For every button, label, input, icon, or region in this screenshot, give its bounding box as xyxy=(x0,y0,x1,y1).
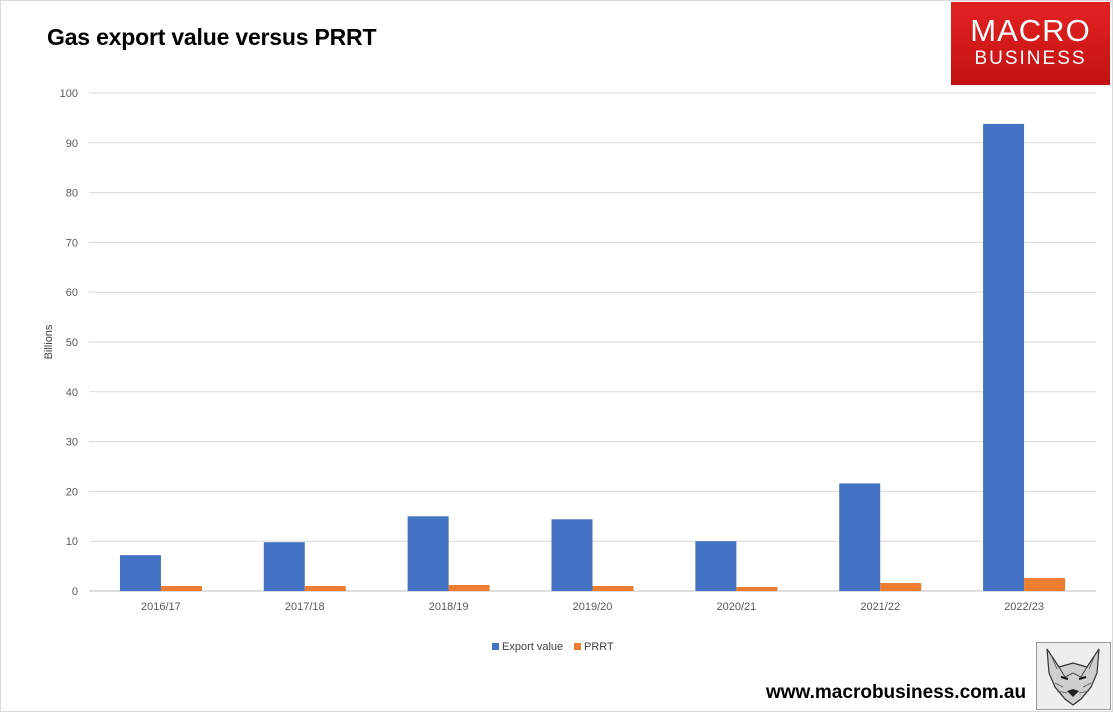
x-tick-label: 2017/18 xyxy=(285,601,325,613)
x-tick-label: 2022/23 xyxy=(1004,601,1044,613)
y-tick-label: 80 xyxy=(66,188,78,200)
bar-prrt xyxy=(448,585,490,591)
y-tick-label: 10 xyxy=(66,536,78,548)
bar-export-value xyxy=(551,519,593,591)
y-tick-label: 50 xyxy=(66,337,78,349)
bar-export-value xyxy=(695,541,737,591)
bar-prrt xyxy=(160,586,202,591)
y-tick-label: 20 xyxy=(66,486,78,498)
y-tick-label: 30 xyxy=(66,437,78,449)
x-tick-label: 2019/20 xyxy=(573,601,613,613)
logo-line-2: BUSINESS xyxy=(974,48,1087,69)
bar-export-value xyxy=(119,555,161,591)
y-tick-label: 70 xyxy=(66,237,78,249)
x-tick-label: 2016/17 xyxy=(141,601,181,613)
bar-export-value xyxy=(839,483,881,591)
legend-swatch xyxy=(574,643,581,650)
bars xyxy=(119,123,1066,591)
bar-export-value xyxy=(983,123,1025,591)
fox-icon xyxy=(1036,642,1111,710)
y-tick-label: 40 xyxy=(66,387,78,399)
x-tick-label: 2020/21 xyxy=(716,601,756,613)
x-axis-ticks: 2016/17 2017/18 2018/19 2019/20 2020/21 2021/… xyxy=(141,601,1044,613)
legend-label: Export value xyxy=(502,641,563,653)
legend-swatch xyxy=(492,643,499,650)
x-tick-label: 2018/19 xyxy=(429,601,469,613)
logo-line-1: MACRO xyxy=(970,13,1091,48)
chart-title: Gas export value versus PRRT xyxy=(47,24,377,50)
bar-prrt xyxy=(592,586,634,591)
bar-prrt xyxy=(880,583,922,591)
y-tick-label: 0 xyxy=(72,586,78,598)
legend: Export value PRRT xyxy=(492,641,614,653)
x-tick-label: 2021/22 xyxy=(860,601,900,613)
y-tick-label: 60 xyxy=(66,287,78,299)
bar-prrt xyxy=(736,587,778,591)
bar-prrt xyxy=(1024,578,1066,591)
site-url: www.macrobusiness.com.au xyxy=(766,682,1027,703)
bar-export-value xyxy=(263,542,305,591)
legend-label: PRRT xyxy=(584,641,614,653)
bar-export-value xyxy=(407,516,449,591)
y-axis-label: Billions xyxy=(43,324,55,359)
gridlines xyxy=(89,92,1096,592)
y-tick-label: 100 xyxy=(60,88,78,100)
bar-prrt xyxy=(304,586,346,591)
y-axis-ticks: 0 10 20 30 40 50 60 70 80 90 100 xyxy=(60,88,78,598)
macro-business-logo: MACRO BUSINESS xyxy=(951,2,1110,85)
y-tick-label: 90 xyxy=(66,138,78,150)
